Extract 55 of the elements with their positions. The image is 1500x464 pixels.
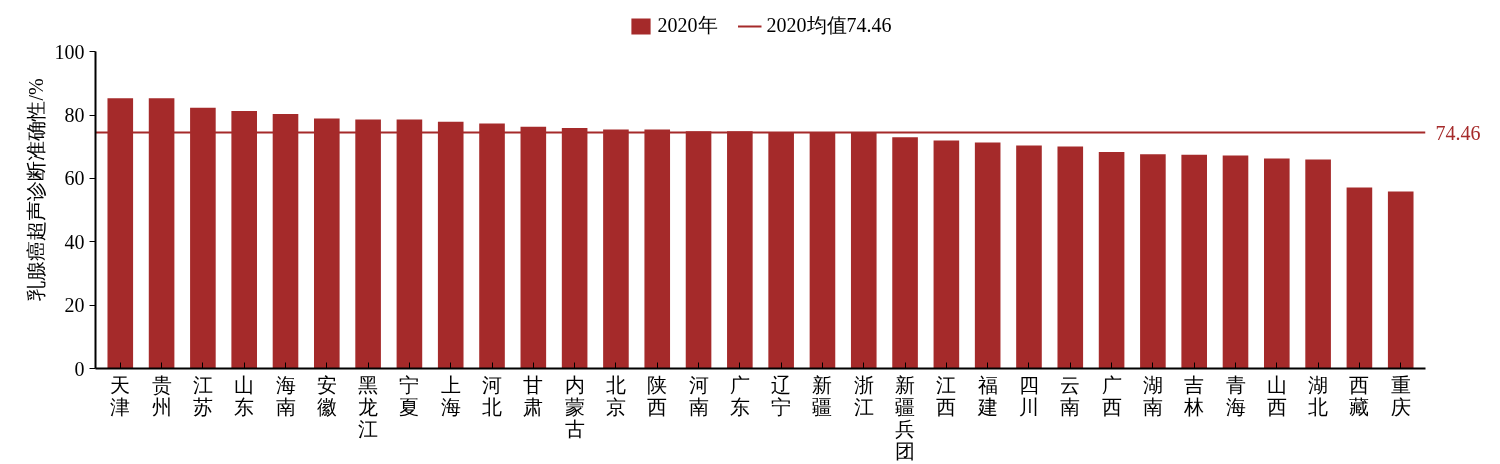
x-tick-label: 上海	[440, 373, 461, 418]
text: 74.46	[1435, 121, 1481, 144]
bar	[1264, 158, 1290, 369]
x-tick-label: 湖南	[1142, 373, 1163, 418]
x-tick-label: 河北	[482, 373, 503, 418]
legend-label: 2020年	[657, 13, 718, 38]
bar	[1305, 159, 1331, 369]
y-tick-label: 0	[74, 357, 85, 380]
x-tick-label: 北京	[605, 373, 626, 418]
x-tick-label: 新疆	[812, 373, 833, 418]
x-tick-label: 内蒙古	[564, 373, 585, 440]
x-tick-label: 四川	[1018, 373, 1039, 418]
x-tick-label: 甘肃	[523, 373, 544, 418]
bar	[933, 140, 960, 369]
y-tick-label: 80	[64, 104, 85, 127]
y-tick-label: 100	[54, 40, 85, 63]
x-tick-label: 广东	[729, 373, 750, 418]
bar	[1016, 145, 1042, 369]
x-tick-label: 山东	[234, 373, 255, 418]
bar	[1181, 154, 1207, 369]
bar	[1140, 154, 1166, 369]
x-tick-label: 广西	[1101, 373, 1122, 418]
x-tick-label: 新疆兵团	[895, 373, 916, 462]
x-tick-label: 湖北	[1308, 373, 1329, 418]
x-tick-label: 辽宁	[771, 373, 792, 418]
y-tick-label: 20	[64, 294, 85, 317]
bar	[1222, 155, 1249, 369]
x-tick-label: 天津	[110, 373, 131, 418]
bar	[892, 137, 918, 369]
x-tick-label: 浙江	[853, 373, 874, 418]
bar	[1346, 187, 1373, 369]
x-tick-label: 福建	[976, 373, 998, 418]
x-tick-label: 海南	[275, 373, 296, 418]
legend-label: 2020均值74.46	[766, 13, 892, 38]
x-tick-label: 云南	[1060, 373, 1081, 418]
x-tick-label: 江西	[936, 373, 957, 418]
x-tick-label: 重庆	[1390, 373, 1411, 418]
y-tick-label: 40	[64, 230, 85, 253]
x-tick-label: 江苏	[192, 373, 213, 418]
x-tick-label: 陕西	[647, 373, 668, 418]
x-tick-label: 安徽	[316, 373, 337, 418]
x-tick-label: 河南	[688, 373, 709, 418]
x-tick-label: 黑龙江	[358, 373, 379, 440]
bar	[974, 142, 1001, 369]
x-tick-label: 西藏	[1349, 373, 1370, 418]
bar	[1387, 191, 1414, 369]
x-tick-label: 山西	[1266, 373, 1287, 418]
bar	[1057, 146, 1084, 369]
x-tick-label: 吉林	[1183, 373, 1205, 418]
bar	[1098, 152, 1125, 369]
x-tick-label: 宁夏	[399, 373, 420, 418]
x-tick-label: 贵州	[151, 373, 172, 418]
y-axis-title: 乳腺癌超声诊断准确性/%	[24, 78, 47, 301]
x-tick-label: 青海	[1225, 373, 1246, 418]
y-tick-label: 60	[64, 167, 85, 190]
